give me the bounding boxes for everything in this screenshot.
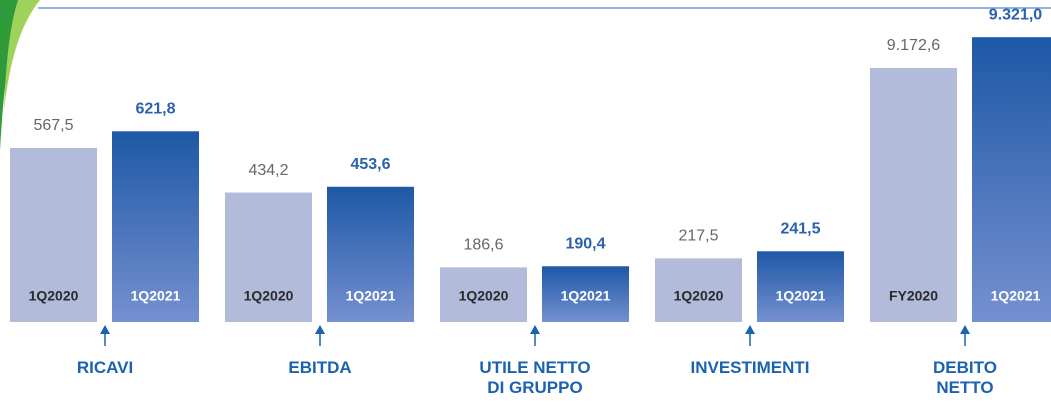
leaf-highlight [4, 0, 40, 110]
bar-category: FY2020 [889, 288, 938, 304]
value-label: 190,4 [565, 235, 605, 252]
bar-category: 1Q2020 [29, 288, 79, 304]
bar [327, 186, 414, 322]
bar-category: 1Q2021 [346, 288, 396, 304]
leaf-decoration [0, 0, 30, 150]
value-label: 567,5 [33, 117, 73, 134]
value-label: 241,5 [780, 221, 820, 238]
value-label: 217,5 [678, 228, 718, 245]
value-label: 9.321,0 [989, 6, 1042, 23]
bar [542, 266, 629, 322]
bar [112, 131, 199, 322]
group-label: INVESTIMENTI [690, 358, 810, 377]
arrow-head [315, 325, 325, 334]
bar [757, 251, 844, 322]
bar [440, 267, 527, 322]
bar [225, 192, 312, 322]
arrow-head [960, 325, 970, 334]
bar [870, 68, 957, 322]
bar [10, 147, 97, 322]
bar-category: 1Q2021 [776, 288, 826, 304]
bar-category: 1Q2020 [674, 288, 724, 304]
bar-category: 1Q2021 [561, 288, 611, 304]
arrow-head [745, 325, 755, 334]
group-label: UTILE NETTO DI GRUPPO [479, 358, 591, 397]
group-label: RICAVI [76, 358, 134, 377]
arrow-head [530, 325, 540, 334]
bar [972, 37, 1051, 323]
bar-category: 1Q2021 [991, 288, 1041, 304]
value-label: 453,6 [350, 156, 390, 173]
group-label: DEBITO NETTO [933, 358, 997, 397]
value-label: 621,8 [135, 101, 175, 118]
group-label: EBITDA [288, 358, 352, 377]
bar-category: 1Q2021 [131, 288, 181, 304]
value-label: 434,2 [248, 162, 288, 179]
value-label: 9.172,6 [887, 37, 940, 54]
bar-category: 1Q2020 [459, 288, 509, 304]
bar-category: 1Q2020 [244, 288, 294, 304]
value-label: 186,6 [463, 237, 503, 254]
bar [655, 258, 742, 322]
arrow-head [100, 325, 110, 334]
